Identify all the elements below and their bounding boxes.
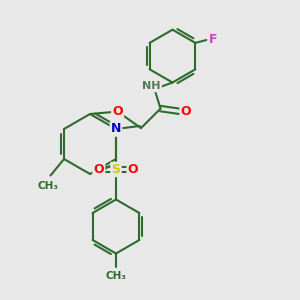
- Text: CH₃: CH₃: [106, 271, 127, 281]
- Text: O: O: [112, 105, 123, 118]
- Text: NH: NH: [142, 81, 161, 91]
- Text: N: N: [111, 122, 121, 136]
- Text: S: S: [112, 163, 121, 176]
- Text: O: O: [181, 105, 191, 118]
- Text: CH₃: CH₃: [38, 181, 59, 190]
- Text: O: O: [128, 163, 138, 176]
- Text: F: F: [208, 33, 217, 46]
- Text: O: O: [94, 163, 104, 176]
